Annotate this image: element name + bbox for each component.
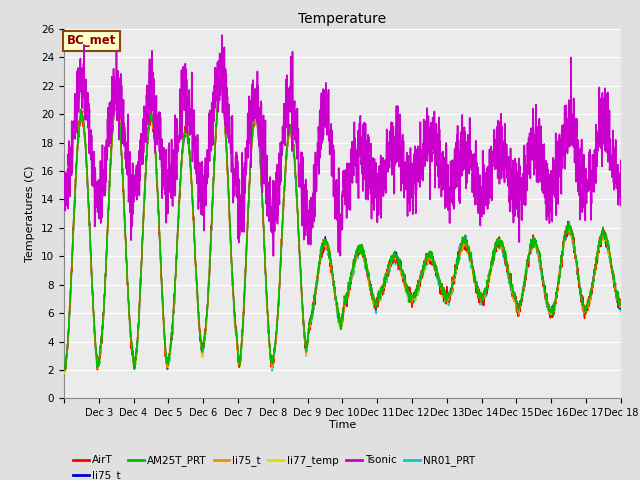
NR01_PRT [218, 83, 226, 89]
li75_t [511, 293, 518, 299]
NR01_PRT [60, 367, 68, 372]
li75_t [609, 275, 617, 281]
AM25T_PRT [236, 354, 244, 360]
Y-axis label: Temperatures (C): Temperatures (C) [26, 165, 35, 262]
AM25T_PRT [511, 295, 518, 301]
AirT [542, 294, 550, 300]
li75_t [60, 368, 68, 373]
Tsonic [236, 195, 244, 201]
li77_temp [376, 295, 384, 301]
li75_t [236, 358, 244, 363]
li75_t [60, 368, 68, 374]
li75_t [542, 291, 550, 297]
AM25T_PRT [116, 122, 124, 128]
NR01_PRT [116, 127, 124, 133]
li75_t [116, 117, 124, 122]
Line: li77_temp: li77_temp [64, 84, 621, 373]
Tsonic [376, 175, 384, 181]
li77_temp [217, 81, 225, 87]
li77_temp [617, 302, 625, 308]
Tsonic [511, 180, 518, 186]
AirT [609, 275, 617, 281]
AM25T_PRT [609, 274, 617, 280]
Tsonic [269, 253, 277, 259]
Tsonic [116, 110, 124, 116]
AirT [511, 291, 518, 297]
NR01_PRT [617, 308, 625, 314]
NR01_PRT [511, 296, 518, 301]
li75_t [236, 353, 244, 359]
AirT [116, 125, 124, 131]
Title: Temperature: Temperature [298, 12, 387, 26]
AM25T_PRT [542, 290, 550, 296]
li77_temp [511, 294, 518, 300]
li75_t [116, 121, 124, 127]
AM25T_PRT [376, 290, 384, 296]
Line: NR01_PRT: NR01_PRT [64, 86, 621, 374]
li75_t [376, 291, 384, 297]
li75_t [617, 302, 625, 308]
li77_temp [542, 298, 550, 303]
li77_temp [116, 125, 124, 131]
AirT [60, 360, 68, 366]
NR01_PRT [236, 356, 244, 361]
Line: AM25T_PRT: AM25T_PRT [64, 86, 621, 370]
Line: li75_t: li75_t [64, 84, 621, 371]
Text: BC_met: BC_met [67, 35, 116, 48]
Tsonic [60, 192, 68, 198]
AM25T_PRT [61, 367, 68, 373]
NR01_PRT [609, 273, 617, 279]
AM25T_PRT [60, 367, 68, 372]
li77_temp [60, 369, 68, 374]
li75_t [609, 274, 617, 280]
li75_t [511, 294, 518, 300]
Tsonic [542, 176, 550, 182]
Tsonic [218, 32, 226, 38]
AM25T_PRT [617, 300, 625, 306]
li75_t [217, 82, 225, 88]
AirT [236, 360, 244, 366]
li77_temp [61, 371, 68, 376]
li77_temp [609, 276, 617, 282]
NR01_PRT [60, 372, 68, 377]
AirT [60, 367, 68, 373]
li75_t [60, 366, 68, 372]
AirT [617, 297, 625, 302]
li77_temp [236, 357, 244, 363]
Line: Tsonic: Tsonic [64, 35, 621, 256]
X-axis label: Time: Time [329, 420, 356, 430]
NR01_PRT [542, 298, 550, 303]
Tsonic [609, 157, 617, 163]
NR01_PRT [376, 294, 384, 300]
li75_t [617, 300, 625, 306]
li75_t [61, 368, 68, 374]
Line: AirT: AirT [64, 84, 621, 370]
AirT [218, 81, 225, 87]
Legend: AirT, li75_t, AM25T_PRT, li75_t, li77_temp, Tsonic, NR01_PRT: AirT, li75_t, AM25T_PRT, li75_t, li77_te… [69, 451, 479, 480]
li75_t [376, 293, 384, 299]
AirT [376, 290, 384, 296]
Line: li75_t: li75_t [64, 85, 621, 371]
Tsonic [617, 157, 625, 163]
li75_t [216, 81, 224, 87]
AM25T_PRT [216, 84, 224, 89]
li75_t [542, 295, 550, 300]
